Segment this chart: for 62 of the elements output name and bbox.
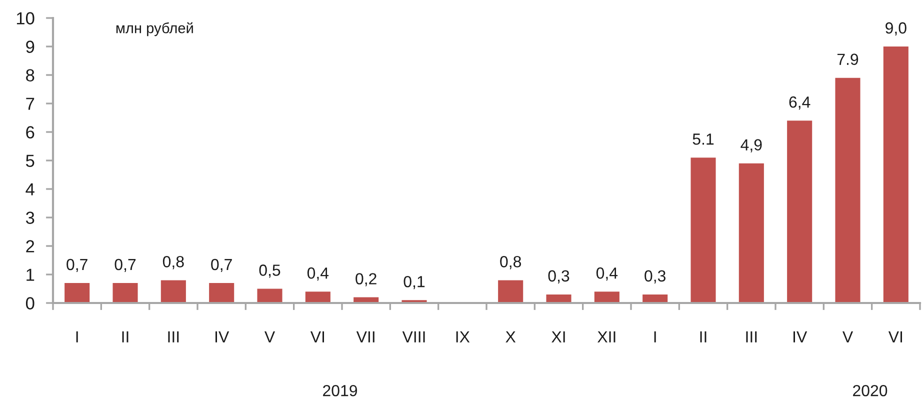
data-label: 0,8 <box>162 256 184 270</box>
data-label: 0,5 <box>259 264 280 278</box>
y-tick-label: 3 <box>26 212 34 224</box>
y-tick-label: 6 <box>26 126 34 138</box>
data-label: 0,4 <box>596 267 618 281</box>
data-label: 0,8 <box>500 256 521 270</box>
bar <box>160 280 186 303</box>
y-tick-label: 7 <box>26 98 34 110</box>
x-tick-label: VIII <box>402 331 425 342</box>
data-label: 9,0 <box>886 22 906 36</box>
x-tick-label: IV <box>794 331 808 342</box>
x-tick-label: X <box>506 331 516 342</box>
y-tick-label: 2 <box>26 240 34 252</box>
bar <box>257 288 282 303</box>
bar <box>594 292 620 303</box>
x-tick-label: I <box>76 331 78 342</box>
data-label: 0,7 <box>211 258 232 272</box>
y-tick-label: 8 <box>26 69 34 82</box>
x-tick-label: VI <box>310 331 324 342</box>
x-tick-label: III <box>168 331 179 342</box>
y-tick-label: 0 <box>26 297 34 310</box>
data-label: 4,9 <box>740 139 762 152</box>
y-tick-label: 4 <box>26 183 34 196</box>
bar <box>112 283 138 303</box>
bar <box>787 120 812 303</box>
text: 2019 <box>323 384 358 396</box>
bar <box>498 280 524 303</box>
x-tick-label: V <box>264 331 276 342</box>
y-tick-label: 5 <box>26 154 34 167</box>
x-tick-label: I <box>654 331 656 342</box>
data-label: 0,3 <box>644 270 666 284</box>
bar <box>738 163 764 303</box>
y-axis-title: млн рублей <box>116 22 193 36</box>
x-tick-label: II <box>700 331 706 342</box>
x-tick-label: XII <box>598 331 616 342</box>
y-tick-label: 10 <box>16 12 34 24</box>
x-tick-label: VII <box>356 331 374 342</box>
bar <box>64 283 90 303</box>
data-label: 6,4 <box>789 96 810 110</box>
data-label: 0,7 <box>66 258 88 272</box>
y-tick-label: 1 <box>26 268 34 281</box>
bar <box>690 158 716 303</box>
bar <box>209 283 234 303</box>
bar <box>883 46 908 303</box>
x-tick-label: IX <box>456 331 470 342</box>
x-tick-label: II <box>122 331 128 342</box>
data-label: 0,2 <box>356 273 376 286</box>
x-tick-label: IV <box>216 331 230 342</box>
x-tick-label: III <box>746 331 757 342</box>
bar <box>835 78 860 303</box>
bar <box>305 292 330 303</box>
x-tick-label: VI <box>888 331 902 342</box>
data-label: 0,4 <box>307 267 329 281</box>
data-label: 0,3 <box>548 270 570 284</box>
data-label: 0,1 <box>404 276 425 290</box>
y-tick-label: 9 <box>26 40 34 53</box>
data-label: 5.1 <box>692 134 714 145</box>
x-tick-label: XI <box>552 331 565 342</box>
data-label: 7.9 <box>837 54 858 65</box>
text: 2020 <box>853 384 888 396</box>
x-tick-label: V <box>842 331 854 342</box>
data-label: 0,7 <box>114 258 136 272</box>
